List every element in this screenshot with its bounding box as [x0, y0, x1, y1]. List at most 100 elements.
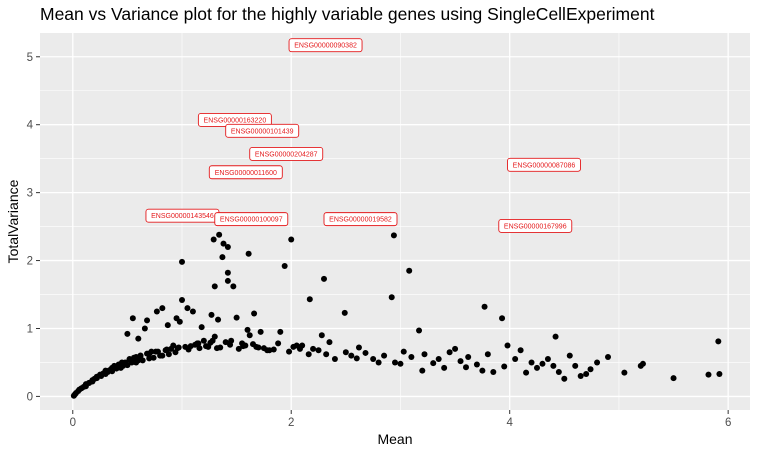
data-point [406, 267, 413, 274]
gene-labels: ENSG00000090382 ENSG00000163220 ENSG000001… [145, 38, 581, 233]
data-point [594, 359, 601, 366]
data-point [323, 351, 330, 358]
gene-label: ENSG00000101439 [225, 123, 300, 138]
data-point [120, 362, 127, 369]
data-point [137, 352, 144, 359]
data-point [135, 357, 142, 364]
data-point [196, 345, 203, 352]
gene-label-text: ENSG00000019582 [329, 217, 392, 224]
data-point [481, 303, 488, 310]
data-point [165, 351, 172, 358]
data-point [124, 330, 131, 337]
tick-label-x: 2 [288, 417, 294, 429]
data-point [146, 355, 153, 362]
data-point [504, 342, 511, 349]
data-point [484, 351, 491, 358]
gene-label-box [249, 146, 324, 161]
data-point [566, 352, 573, 359]
data-point [224, 243, 231, 250]
data-point [82, 383, 89, 390]
data-point [331, 356, 338, 363]
data-point [397, 360, 404, 367]
data-point [375, 359, 382, 366]
data-point [89, 378, 96, 385]
data-point [572, 362, 579, 369]
data-point [362, 349, 369, 356]
gene-label: ENSG00000167996 [498, 218, 573, 233]
gene-label: ENSG00000163220 [197, 112, 272, 127]
data-point [139, 357, 146, 364]
data-point [244, 326, 251, 333]
data-point [419, 367, 426, 374]
data-point [670, 375, 677, 382]
data-point [370, 356, 377, 363]
data-point [430, 360, 437, 367]
data-point [452, 345, 459, 352]
data-point [715, 338, 722, 345]
gene-label: ENSG00000204287 [249, 146, 324, 161]
data-point [577, 373, 584, 380]
chart-title: Mean vs Variance plot for the highly var… [40, 4, 655, 24]
data-point [235, 345, 242, 352]
data-point [523, 369, 530, 376]
data-point [555, 368, 562, 375]
gene-label-text: ENSG00000011600 [215, 170, 277, 177]
data-point [296, 345, 303, 352]
data-point [305, 351, 312, 358]
data-point [215, 316, 222, 323]
y-axis-label: TotalVariance [5, 179, 21, 263]
data-point [421, 351, 428, 358]
data-point [342, 349, 349, 356]
data-point [501, 363, 508, 370]
tick-label-y: 0 [27, 391, 33, 403]
data-point [245, 250, 252, 257]
data-point [326, 339, 333, 346]
data-point [408, 354, 415, 361]
gene-label: ENSG00000090382 [288, 38, 363, 53]
x-axis-label: Mean [377, 431, 412, 447]
data-point [310, 345, 317, 352]
data-point [179, 296, 185, 303]
data-point [216, 231, 223, 238]
gene-label-box [225, 123, 300, 138]
gene-label-text: ENSG00000090382 [294, 43, 357, 50]
data-point [222, 339, 229, 346]
gene-label-text: ENSG00000100097 [220, 217, 283, 224]
data-point [144, 350, 151, 357]
data-point [463, 364, 469, 371]
data-point [135, 335, 142, 342]
data-point [605, 354, 611, 361]
data-point [288, 236, 295, 243]
data-point [174, 345, 181, 352]
data-point [141, 325, 148, 332]
data-point [230, 283, 237, 290]
data-point [164, 322, 171, 329]
data-point [129, 315, 136, 322]
data-point [159, 305, 166, 312]
data-point [224, 269, 231, 276]
data-point [544, 356, 551, 363]
data-point [490, 368, 497, 375]
data-point [315, 347, 322, 354]
data-point [257, 328, 264, 335]
gene-label: ENSG00000100097 [214, 212, 289, 227]
data-point [446, 349, 453, 356]
data-point [416, 327, 423, 334]
data-point [499, 315, 506, 322]
data-point [209, 337, 216, 344]
data-point [341, 309, 348, 316]
data-point [318, 332, 325, 339]
data-point [128, 359, 135, 366]
data-point [220, 240, 227, 247]
data-point [465, 354, 472, 361]
data-point [227, 341, 234, 348]
data-points [70, 231, 723, 399]
data-point [637, 362, 644, 369]
data-point [253, 343, 260, 350]
data-point [392, 359, 398, 366]
data-point [211, 283, 218, 290]
data-point [550, 362, 557, 369]
data-point [390, 232, 397, 239]
data-point [205, 343, 212, 350]
